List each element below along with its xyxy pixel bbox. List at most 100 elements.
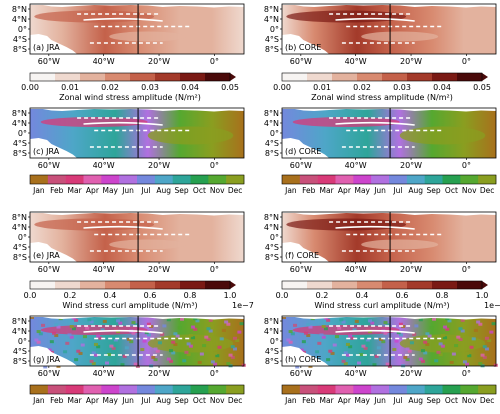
colorbar-tick-label: 0.4 <box>356 291 369 300</box>
lon-tick-label: 20°W <box>148 57 170 66</box>
lat-tick-label: 4°N <box>264 327 279 336</box>
field-speckle <box>226 362 231 366</box>
field-speckle <box>462 360 467 364</box>
itcz-solid <box>335 17 415 22</box>
field-speckle <box>489 330 494 334</box>
colorbar-tick-label: 0.03 <box>141 83 159 92</box>
lon-tick-label: 20°W <box>400 57 422 66</box>
field-speckle <box>321 324 326 328</box>
colorbar-swatch <box>407 281 433 289</box>
colorbar-swatch <box>457 73 483 81</box>
field-speckle <box>363 336 368 340</box>
field-speckle <box>323 327 328 331</box>
field-speckle <box>146 322 151 326</box>
field-speckle <box>295 365 300 369</box>
field-speckle <box>30 316 34 319</box>
month-swatch <box>208 175 227 184</box>
field-speckle <box>434 359 439 363</box>
month-swatch <box>119 385 138 394</box>
colorbar-months: Jan Feb Mar Apr May Jun Jul Aug Sep Oct Nov Dec <box>29 384 245 405</box>
lat-tick-label: 4°N <box>264 15 279 24</box>
field-speckle <box>199 352 204 356</box>
colorbar-tick-label: 0.2 <box>64 291 77 300</box>
month-swatch <box>335 175 354 184</box>
field-speckle <box>301 340 306 344</box>
lon-tick-label: 60°W <box>290 265 312 274</box>
field-speckle <box>432 317 437 321</box>
field-speckle <box>186 342 191 346</box>
field-speckle <box>361 344 366 348</box>
land-north <box>30 4 244 8</box>
itcz-solid <box>83 17 163 22</box>
field-phase-band <box>40 325 148 335</box>
month-swatch <box>83 175 102 184</box>
land-south <box>30 346 78 366</box>
field-speckle <box>345 342 350 346</box>
lon-tick-label: 60°W <box>290 161 312 170</box>
colorbar-swatch <box>332 73 358 81</box>
month-label: Dec <box>228 396 243 405</box>
month-swatch <box>299 385 318 394</box>
colorbar-tick-label: 0.4 <box>104 291 117 300</box>
field-speckle <box>63 350 68 354</box>
month-label: Sep <box>427 186 441 195</box>
lat-tick-label: 4°S <box>13 139 27 148</box>
colorbar-swatch <box>55 281 81 289</box>
month-label: Jul <box>392 396 402 405</box>
month-label: Jul <box>392 186 402 195</box>
month-label: Aug <box>156 396 171 405</box>
colorbar-tick-label: 0.00 <box>21 83 39 92</box>
field-speckle <box>326 318 331 322</box>
field-speckle <box>113 338 118 342</box>
lon-tick-label: 20°W <box>400 369 422 378</box>
field-speckle <box>49 340 54 344</box>
field-speckle <box>54 323 59 327</box>
field-speckle <box>288 340 293 344</box>
field-speckle <box>304 342 309 346</box>
field-speckle <box>232 336 237 340</box>
field-speckle <box>47 348 52 352</box>
colorbar-curl: 0.0 0.2 0.4 0.6 0.8 1.0 Wind stress curl ampli… <box>24 280 254 310</box>
colorbar-swatch <box>282 281 308 289</box>
field-speckle <box>482 355 487 359</box>
field-speckle <box>368 330 373 334</box>
field-speckle <box>447 319 452 323</box>
field-speckle <box>204 335 209 339</box>
field-speckle <box>357 361 362 365</box>
field-speckle <box>230 345 235 349</box>
field-phase-band <box>40 117 148 127</box>
field-speckle <box>438 342 443 346</box>
field-speckle <box>91 351 96 355</box>
field-speckle <box>328 360 333 364</box>
month-label: Oct <box>193 396 206 405</box>
month-label: Aug <box>156 186 171 195</box>
month-label: Jul <box>140 396 150 405</box>
field-speckle <box>228 353 233 357</box>
month-swatch <box>442 175 461 184</box>
lat-tick-label: 4°N <box>12 119 27 128</box>
lat-tick-label: 0° <box>270 233 279 242</box>
field-speckle <box>440 344 445 348</box>
field-speckle <box>168 359 173 363</box>
colorbar-frame <box>281 174 497 185</box>
colorbar-swatch <box>105 73 131 81</box>
field-speckle <box>405 358 410 362</box>
month-label: Nov <box>462 186 477 195</box>
lon-tick-label: 20°W <box>148 265 170 274</box>
field-max-band <box>34 218 155 231</box>
field-speckle <box>478 322 483 326</box>
month-swatch <box>208 385 227 394</box>
lat-tick-label: 0° <box>18 337 27 346</box>
field-speckle <box>465 351 470 355</box>
itcz-solid <box>335 121 415 126</box>
month-label: Aug <box>408 186 423 195</box>
field-speckle <box>445 327 450 331</box>
field-max-band <box>286 10 407 23</box>
field-speckle <box>469 345 474 349</box>
panel-label: (c) JRA <box>33 147 60 156</box>
panel-d: 8°N4°N0°4°S8°S60°W 40°W 20°W 0°(d) CORE <box>264 107 497 170</box>
land-south <box>282 34 330 54</box>
lat-tick-label: 8°S <box>13 45 27 54</box>
field-speckle <box>443 325 448 329</box>
lon-tick-label: 60°W <box>38 369 60 378</box>
